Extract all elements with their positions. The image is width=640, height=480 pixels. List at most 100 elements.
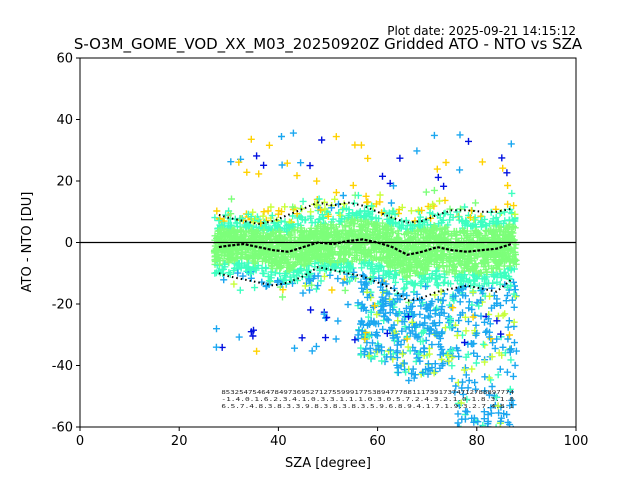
scatter-point [312, 247, 320, 255]
scatter-point [317, 206, 325, 214]
scatter-point [447, 315, 454, 323]
scatter-point [465, 259, 473, 267]
scatter-point [386, 346, 394, 354]
scatter-point [358, 327, 366, 335]
scatter-point [486, 320, 494, 328]
scatter-point [334, 317, 342, 325]
scatter-point [248, 246, 256, 254]
scatter-point [484, 237, 492, 245]
scatter-point [236, 215, 244, 223]
scatter-point [347, 219, 354, 227]
scatter-point [364, 293, 371, 301]
scatter-point [454, 423, 462, 427]
scatter-point [249, 332, 257, 340]
scatter-point [455, 353, 463, 360]
scatter-point [498, 154, 506, 162]
scatter-point [249, 253, 257, 260]
scatter-point [286, 223, 293, 231]
scatter-point [491, 345, 499, 352]
scatter-point [227, 158, 235, 166]
scatter-point [509, 401, 517, 409]
scatter-point [449, 293, 457, 301]
scatter-point [271, 235, 279, 243]
scatter-point [301, 282, 309, 290]
scatter-point [392, 310, 400, 318]
scatter-point [268, 258, 276, 266]
scatter-point [361, 335, 369, 343]
scatter-point [444, 279, 452, 287]
scatter-point [378, 357, 386, 365]
scatter-point [401, 309, 408, 317]
scatter-point [501, 217, 509, 225]
scatter-point [404, 343, 412, 351]
scatter-point [387, 225, 395, 233]
scatter-point [364, 262, 371, 270]
scatter-point [511, 339, 518, 347]
scatter-point [488, 234, 496, 241]
scatter-point [403, 292, 411, 299]
scatter-point [508, 396, 516, 404]
y-tick-label: 60 [56, 52, 73, 67]
scatter-point [314, 282, 322, 290]
scatter-point [456, 166, 464, 174]
scatter-point [426, 257, 434, 265]
scatter-point [480, 242, 488, 250]
scatter-point [455, 286, 463, 294]
scatter-point [470, 414, 478, 422]
scatter-point [281, 203, 289, 211]
scatter-point [504, 200, 512, 208]
scatter-point [478, 158, 486, 166]
scatter-point [475, 302, 483, 310]
scatter-point [306, 286, 313, 294]
scatter-point [247, 274, 255, 282]
scatter-point [317, 257, 325, 265]
scatter-point [458, 273, 465, 281]
scatter-point [401, 284, 409, 292]
scatter-point [321, 272, 328, 280]
scatter-point [438, 303, 446, 311]
scatter-point [362, 192, 370, 200]
scatter-point [271, 269, 279, 277]
scatter-point [383, 315, 391, 323]
scatter-point [492, 227, 500, 235]
scatter-point [313, 252, 321, 259]
scatter-point [352, 211, 360, 219]
scatter-point [486, 292, 494, 300]
scatter-point [444, 227, 452, 235]
scatter-point [379, 172, 386, 180]
scatter-point [478, 250, 486, 258]
scatter-point [368, 202, 376, 210]
scatter-point [399, 290, 407, 298]
scatter-point [395, 210, 402, 217]
scatter-point [365, 352, 373, 360]
scatter-point [358, 300, 366, 308]
scatter-point [307, 228, 315, 236]
scatter-point [393, 361, 401, 369]
scatter-point [497, 417, 505, 425]
scatter-point [256, 247, 264, 255]
y-tick-label: -20 [52, 298, 73, 313]
scatter-point [235, 158, 243, 166]
scatter-point [367, 308, 375, 316]
scatter-point [507, 345, 515, 353]
scatter-point [483, 279, 491, 287]
scatter-point [346, 249, 354, 257]
scatter-point [463, 230, 471, 237]
scatter-point [487, 431, 494, 438]
scatter-point [473, 273, 480, 281]
scatter-point [369, 339, 376, 347]
scatter-point [353, 246, 361, 254]
scatter-point [307, 208, 315, 216]
scatter-point [498, 435, 505, 442]
scatter-point [293, 172, 301, 180]
scatter-point [319, 225, 327, 233]
scatter-point [219, 257, 227, 265]
scatter-point [511, 361, 519, 369]
scatter-point [508, 210, 516, 217]
scatter-point [326, 271, 334, 279]
scatter-point [343, 217, 351, 225]
scatter-point [493, 295, 501, 303]
scatter-point [424, 250, 432, 258]
scatter-point [370, 319, 378, 327]
scatter-point [356, 208, 364, 215]
